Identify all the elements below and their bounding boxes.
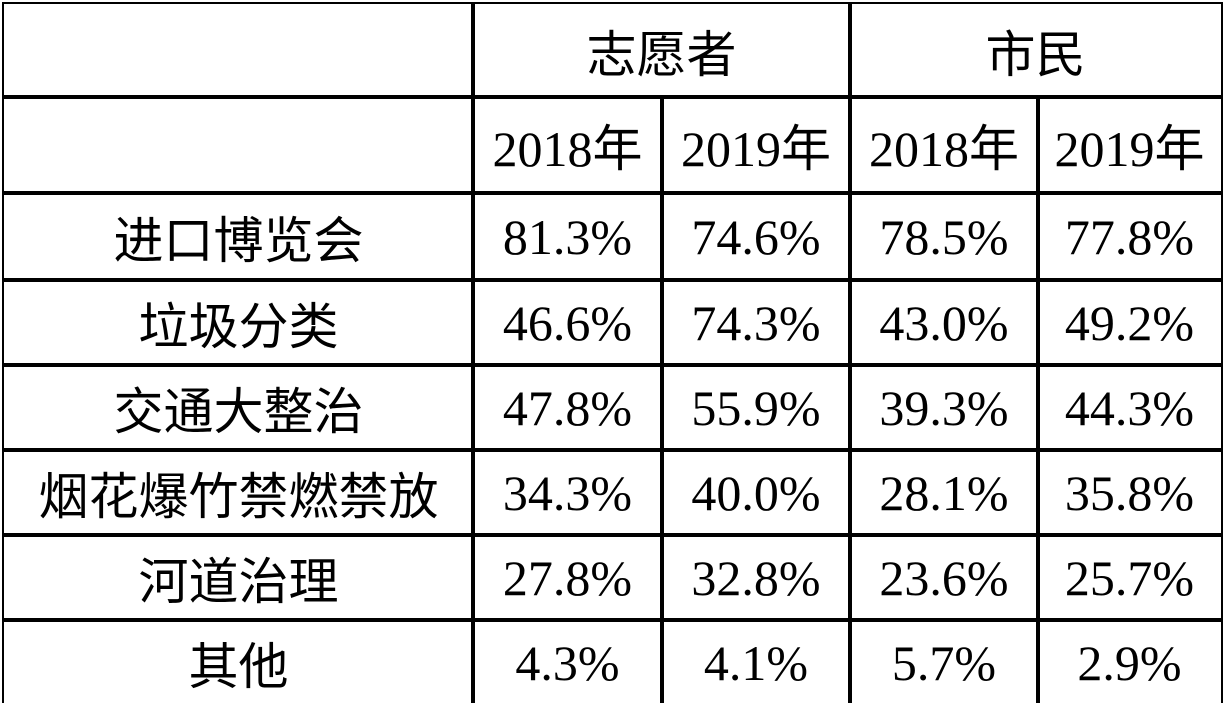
- value-cell: 78.5%: [848, 191, 1040, 282]
- value-cell: 34.3%: [471, 448, 664, 537]
- value-cell: 77.8%: [1036, 191, 1223, 282]
- value-cell: 23.6%: [848, 533, 1040, 622]
- row-label: 垃圾分类: [2, 278, 475, 367]
- row-label: 进口博览会: [2, 191, 475, 282]
- row-label: 河道治理: [2, 533, 475, 622]
- value-cell: 47.8%: [471, 363, 664, 452]
- value-cell: 35.8%: [1036, 448, 1223, 537]
- value-cell: 40.0%: [660, 448, 852, 537]
- value-cell: 2.9%: [1036, 618, 1223, 703]
- value-cell: 55.9%: [660, 363, 852, 452]
- row-label: 烟花爆竹禁燃禁放: [2, 448, 475, 537]
- corner-cell: [2, 2, 475, 99]
- value-cell: 27.8%: [471, 533, 664, 622]
- row-label: 交通大整治: [2, 363, 475, 452]
- value-cell: 25.7%: [1036, 533, 1223, 622]
- value-cell: 28.1%: [848, 448, 1040, 537]
- corner-cell: [2, 95, 475, 195]
- value-cell: 44.3%: [1036, 363, 1223, 452]
- value-cell: 39.3%: [848, 363, 1040, 452]
- year-header: 2018年: [848, 95, 1040, 195]
- year-header: 2019年: [660, 95, 852, 195]
- year-header: 2019年: [1036, 95, 1223, 195]
- group-header: 志愿者: [471, 2, 852, 99]
- value-cell: 4.1%: [660, 618, 852, 703]
- value-cell: 46.6%: [471, 278, 664, 367]
- value-cell: 32.8%: [660, 533, 852, 622]
- value-cell: 74.3%: [660, 278, 852, 367]
- value-cell: 5.7%: [848, 618, 1040, 703]
- value-cell: 74.6%: [660, 191, 852, 282]
- value-cell: 49.2%: [1036, 278, 1223, 367]
- group-header: 市民: [848, 2, 1223, 99]
- value-cell: 4.3%: [471, 618, 664, 703]
- row-label: 其他: [2, 618, 475, 703]
- value-cell: 81.3%: [471, 191, 664, 282]
- year-header: 2018年: [471, 95, 664, 195]
- value-cell: 43.0%: [848, 278, 1040, 367]
